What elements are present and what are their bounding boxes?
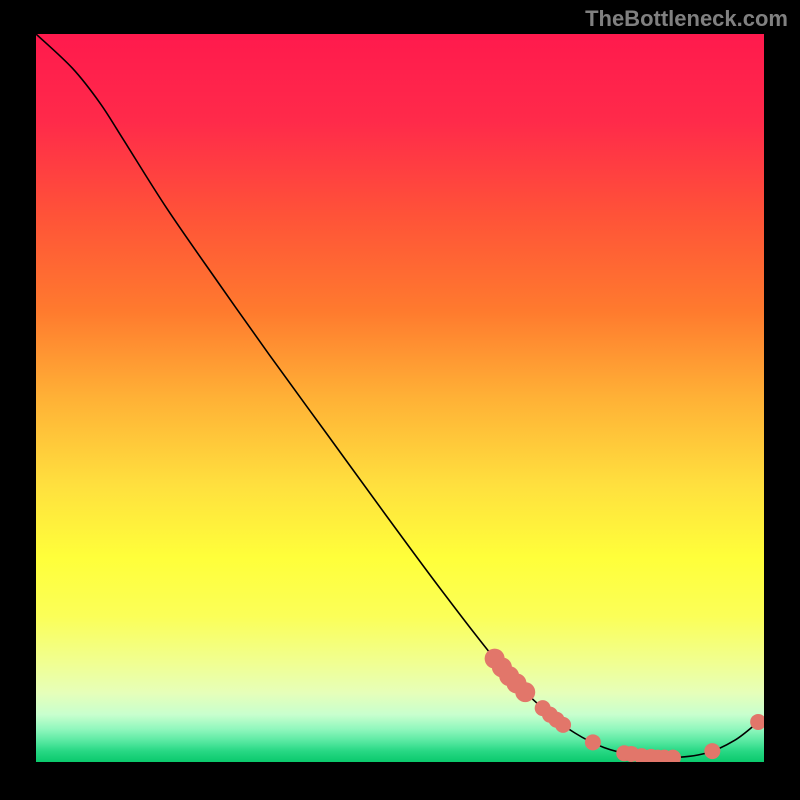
marker (515, 682, 535, 702)
marker (585, 734, 601, 750)
gradient-background (36, 34, 764, 762)
watermark: TheBottleneck.com (585, 6, 788, 32)
canvas: TheBottleneck.com (0, 0, 800, 800)
marker (555, 717, 571, 733)
plot-area (36, 34, 764, 762)
marker (704, 743, 720, 759)
plot-svg (36, 34, 764, 762)
